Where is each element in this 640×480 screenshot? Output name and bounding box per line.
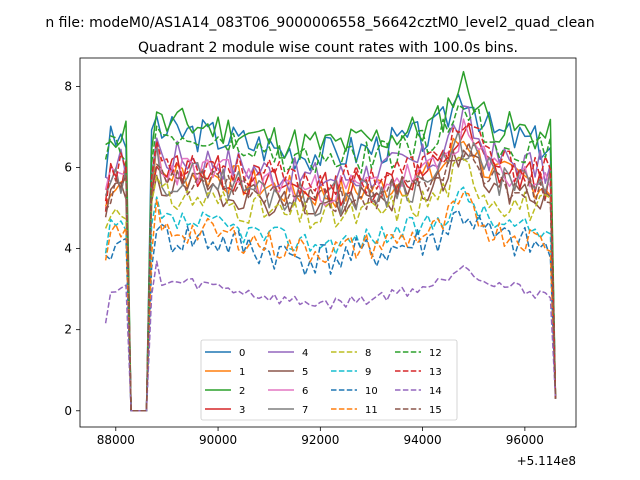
x-axis: 88000 90000 92000 94000 96000	[97, 427, 544, 447]
series-line-4	[105, 105, 557, 412]
y-tick-label: 6	[64, 160, 72, 174]
legend-label-12: 12	[429, 348, 442, 359]
legend-label-3: 3	[239, 405, 245, 416]
series-line-10	[105, 209, 557, 412]
y-tick-label: 4	[64, 242, 72, 256]
legend-label-11: 11	[365, 405, 378, 416]
series-line-13	[104, 122, 557, 412]
x-tick-label: 92000	[301, 433, 339, 447]
series-line-5	[104, 149, 557, 412]
series-line-9	[104, 186, 557, 412]
y-tick-label: 0	[64, 404, 72, 418]
x-tick-label: 96000	[506, 433, 544, 447]
legend-label-9: 9	[365, 367, 371, 378]
legend-label-7: 7	[302, 405, 308, 416]
legend-label-6: 6	[302, 386, 308, 397]
y-tick-label: 8	[64, 79, 72, 93]
x-offset-label: +5.114e8	[517, 454, 576, 468]
series-line-2	[105, 70, 557, 412]
x-tick-label: 88000	[97, 433, 135, 447]
plot-area	[79, 57, 577, 428]
series-line-12	[104, 104, 557, 412]
legend-label-13: 13	[429, 367, 442, 378]
series-line-14	[104, 260, 557, 412]
legend-label-15: 15	[429, 405, 442, 416]
suptitle: n file: modeM0/AS1A14_083T06_9000006558_…	[45, 15, 594, 31]
series-line-11	[104, 192, 557, 412]
series-line-7	[104, 130, 557, 412]
legend-label-10: 10	[365, 386, 378, 397]
series-line-15	[104, 141, 557, 412]
x-tick-label: 90000	[199, 433, 237, 447]
y-axis: 0 2 4 6 8	[64, 79, 80, 418]
chart-title: Quadrant 2 module wise count rates with …	[138, 40, 518, 56]
x-tick-label: 94000	[404, 433, 442, 447]
legend-label-8: 8	[365, 348, 371, 359]
legend-label-0: 0	[239, 348, 245, 359]
legend-label-5: 5	[302, 367, 308, 378]
y-tick-label: 2	[64, 323, 72, 337]
series-line-8	[104, 156, 557, 412]
legend-label-4: 4	[302, 348, 308, 359]
plot-frame	[79, 57, 577, 428]
legend-label-14: 14	[429, 386, 442, 397]
series-line-6	[104, 118, 557, 412]
legend-frame	[200, 339, 458, 421]
series-line-0	[104, 93, 557, 412]
legend-label-1: 1	[239, 367, 245, 378]
legend-label-2: 2	[239, 386, 245, 397]
